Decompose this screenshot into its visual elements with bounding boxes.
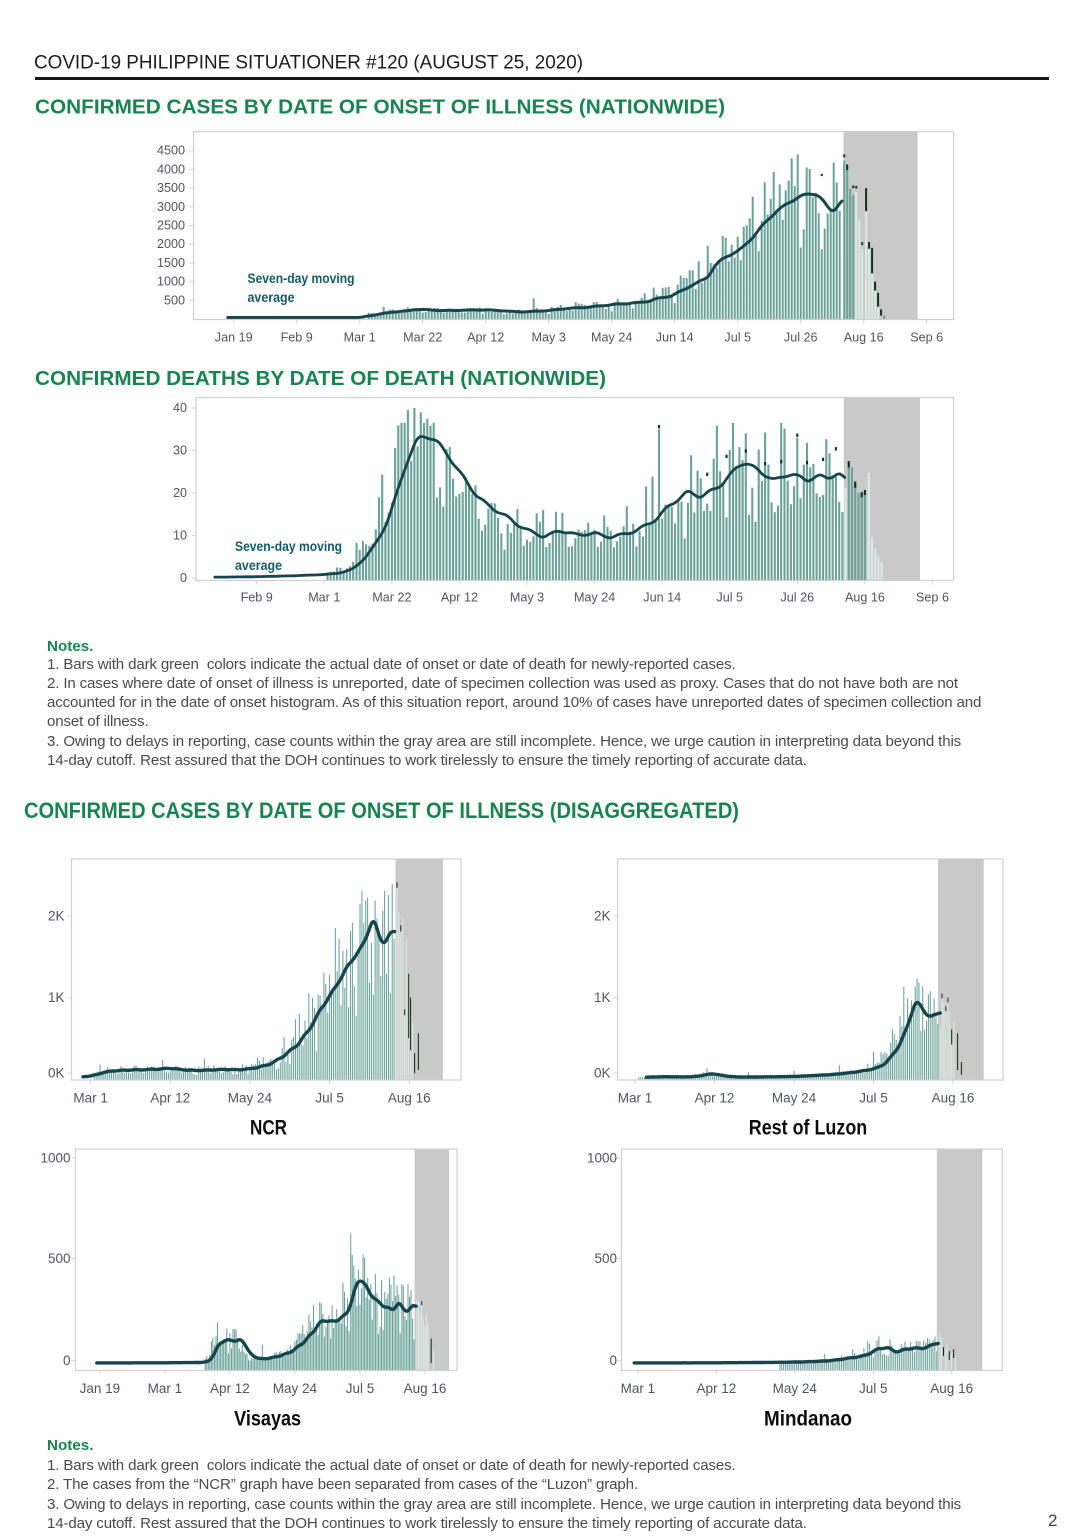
- svg-text:2K: 2K: [594, 908, 611, 923]
- svg-text:Jan 19: Jan 19: [80, 1381, 121, 1396]
- svg-text:Mar 1: Mar 1: [148, 1381, 183, 1396]
- svg-text:Jul 5: Jul 5: [859, 1381, 888, 1396]
- svg-text:40: 40: [173, 401, 187, 415]
- svg-text:Sep 6: Sep 6: [910, 331, 943, 345]
- svg-text:Aug 16: Aug 16: [932, 1091, 975, 1106]
- svg-text:May 24: May 24: [574, 591, 615, 605]
- svg-text:0: 0: [63, 1353, 71, 1368]
- svg-text:Jul 5: Jul 5: [716, 591, 743, 605]
- svg-text:Jul 5: Jul 5: [346, 1381, 375, 1396]
- svg-text:Jul 26: Jul 26: [784, 331, 818, 345]
- svg-text:4000: 4000: [157, 162, 185, 176]
- svg-text:2K: 2K: [48, 908, 65, 923]
- svg-text:May 24: May 24: [772, 1091, 817, 1106]
- svg-text:Mar 1: Mar 1: [618, 1091, 653, 1106]
- svg-text:Apr 12: Apr 12: [441, 591, 478, 605]
- svg-text:May 24: May 24: [273, 1381, 318, 1396]
- svg-text:Apr 12: Apr 12: [697, 1381, 737, 1396]
- svg-text:NCR: NCR: [250, 1117, 287, 1140]
- svg-text:Jun 14: Jun 14: [656, 331, 694, 345]
- svg-text:Feb 9: Feb 9: [241, 591, 273, 605]
- svg-text:average: average: [235, 557, 282, 573]
- svg-text:30: 30: [173, 444, 187, 458]
- svg-text:CONFIRMED DEATHS BY DATE OF DE: CONFIRMED DEATHS BY DATE OF DEATH (NATIO…: [35, 367, 606, 390]
- svg-text:Feb 9: Feb 9: [281, 331, 313, 345]
- svg-text:0: 0: [180, 571, 187, 585]
- svg-text:May 24: May 24: [228, 1091, 273, 1106]
- svg-text:Jul 26: Jul 26: [780, 591, 814, 605]
- svg-text:3500: 3500: [157, 181, 185, 195]
- svg-text:May 24: May 24: [773, 1381, 818, 1396]
- svg-text:Apr 12: Apr 12: [695, 1091, 735, 1106]
- svg-text:Mar 1: Mar 1: [344, 331, 376, 345]
- svg-text:Apr 12: Apr 12: [467, 331, 504, 345]
- svg-text:3000: 3000: [157, 200, 185, 214]
- svg-text:Mar 1: Mar 1: [621, 1381, 656, 1396]
- svg-text:CONFIRMED CASES BY DATE OF ONS: CONFIRMED CASES BY DATE OF ONSET OF ILLN…: [24, 798, 739, 823]
- svg-text:Jul 5: Jul 5: [724, 331, 751, 345]
- svg-text:COVID-19 PHILIPPINE SITUATIONE: COVID-19 PHILIPPINE SITUATIONER #120 (AU…: [34, 53, 583, 74]
- svg-text:1000: 1000: [40, 1151, 70, 1166]
- svg-text:1500: 1500: [157, 256, 185, 270]
- svg-text:500: 500: [48, 1251, 71, 1266]
- svg-text:1K: 1K: [48, 990, 65, 1005]
- svg-text:Visayas: Visayas: [234, 1408, 301, 1431]
- svg-text:Rest of Luzon: Rest of Luzon: [749, 1117, 868, 1140]
- svg-text:Sep 6: Sep 6: [916, 591, 949, 605]
- svg-text:Mar 22: Mar 22: [403, 331, 442, 345]
- svg-text:0K: 0K: [594, 1066, 611, 1081]
- svg-text:Jul 5: Jul 5: [315, 1091, 344, 1106]
- svg-text:Mindanao: Mindanao: [764, 1408, 852, 1431]
- svg-text:Aug 16: Aug 16: [388, 1091, 431, 1106]
- svg-text:Mar 22: Mar 22: [372, 591, 411, 605]
- svg-text:500: 500: [594, 1251, 617, 1266]
- svg-text:0K: 0K: [48, 1066, 65, 1081]
- svg-text:May 24: May 24: [591, 331, 632, 345]
- svg-text:10: 10: [173, 529, 187, 543]
- svg-text:CONFIRMED CASES BY DATE OF ONS: CONFIRMED CASES BY DATE OF ONSET OF ILLN…: [35, 96, 725, 119]
- svg-text:1000: 1000: [587, 1151, 617, 1166]
- svg-text:Mar 1: Mar 1: [308, 591, 340, 605]
- svg-text:May 3: May 3: [510, 591, 544, 605]
- svg-text:Jul 5: Jul 5: [859, 1091, 888, 1106]
- svg-text:Seven-day moving: Seven-day moving: [248, 270, 355, 286]
- svg-text:average: average: [248, 289, 295, 305]
- svg-text:Mar 1: Mar 1: [73, 1091, 108, 1106]
- svg-text:Jun 14: Jun 14: [643, 591, 681, 605]
- svg-text:Apr 12: Apr 12: [210, 1381, 250, 1396]
- svg-text:20: 20: [173, 486, 187, 500]
- svg-text:Aug 16: Aug 16: [844, 331, 884, 345]
- svg-text:500: 500: [164, 293, 185, 307]
- svg-text:4500: 4500: [157, 144, 185, 158]
- svg-text:1K: 1K: [594, 990, 611, 1005]
- svg-text:Aug 16: Aug 16: [404, 1381, 447, 1396]
- svg-text:Jan 19: Jan 19: [215, 331, 253, 345]
- svg-text:1000: 1000: [157, 275, 185, 289]
- svg-text:2500: 2500: [157, 219, 185, 233]
- svg-text:Seven-day moving: Seven-day moving: [235, 538, 342, 554]
- svg-text:2000: 2000: [157, 237, 185, 251]
- svg-text:Apr 12: Apr 12: [150, 1091, 190, 1106]
- svg-text:0: 0: [609, 1353, 617, 1368]
- svg-text:Aug 16: Aug 16: [930, 1381, 973, 1396]
- svg-text:May 3: May 3: [532, 331, 566, 345]
- svg-text:Aug 16: Aug 16: [845, 591, 885, 605]
